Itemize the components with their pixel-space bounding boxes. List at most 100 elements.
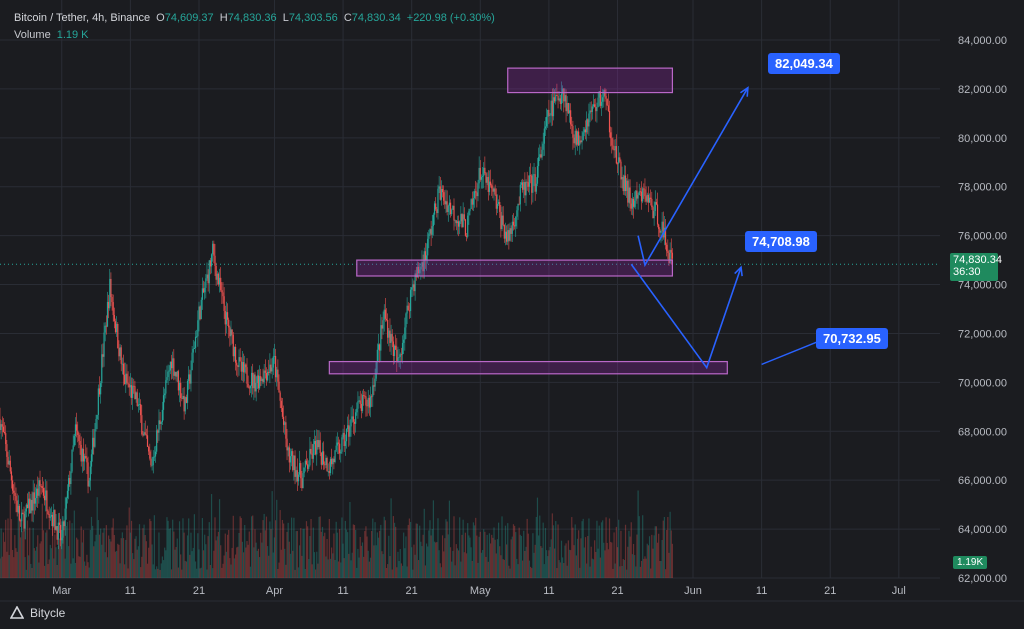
volume-bar — [234, 554, 237, 578]
volume-bar — [166, 517, 168, 578]
candle-body — [303, 467, 305, 474]
volume-bar — [13, 557, 15, 578]
candle-body — [437, 188, 439, 214]
volume-bar — [670, 530, 672, 578]
candle-body — [590, 110, 592, 112]
candle-body — [385, 318, 388, 320]
volume-bar — [453, 516, 455, 578]
volume-bar — [427, 546, 429, 578]
volume-bar — [661, 539, 663, 578]
volume-bar — [487, 561, 489, 578]
candle-body — [13, 490, 15, 493]
volume-bar — [328, 518, 330, 578]
volume-bar — [29, 527, 31, 578]
candle-body — [588, 113, 590, 127]
volume-bar — [226, 534, 229, 578]
candle-body — [108, 301, 110, 309]
candle-body — [183, 395, 185, 412]
volume-bar — [299, 545, 301, 578]
candle-body — [299, 463, 301, 475]
candle-body — [31, 499, 33, 511]
candle-body — [502, 215, 504, 225]
candle-body — [405, 313, 407, 328]
volume-bar — [5, 519, 7, 578]
volume-bar — [552, 525, 555, 578]
candle-body — [584, 129, 587, 133]
candle-body — [79, 441, 81, 445]
volume-bar — [533, 552, 535, 578]
volume-bar — [309, 536, 311, 578]
candle-body — [150, 458, 152, 466]
y-tick-label: 80,000.00 — [958, 133, 1007, 145]
candle-body — [74, 424, 77, 437]
candle-body — [311, 453, 313, 459]
candle-body — [122, 363, 125, 375]
brand[interactable]: Bitycle — [10, 606, 65, 620]
volume-bar — [448, 500, 451, 578]
candle-body — [468, 211, 470, 216]
volume-bar — [624, 524, 627, 578]
candle-body — [72, 445, 74, 450]
volume-bar — [294, 569, 296, 578]
candle-body — [8, 460, 10, 465]
volume-bar — [42, 530, 45, 578]
volume-bar — [230, 564, 232, 578]
candle-body — [252, 372, 254, 389]
volume-bar — [438, 550, 440, 578]
candle-body — [571, 124, 573, 127]
volume-bar — [481, 550, 484, 578]
candle-body — [100, 383, 102, 395]
candle-body — [381, 325, 383, 329]
volume-bar — [344, 520, 346, 578]
candle-body — [480, 176, 483, 180]
candle-body — [616, 163, 619, 165]
candle-body — [331, 458, 333, 465]
volume-bar — [364, 531, 366, 578]
volume-bar — [82, 530, 85, 578]
volume-bar — [295, 531, 297, 578]
volume-bar — [280, 549, 282, 578]
volume-bar — [256, 550, 258, 578]
candle-body — [221, 290, 223, 293]
volume-bar — [197, 533, 199, 578]
volume-bar — [321, 526, 324, 578]
volume-bar — [152, 564, 154, 578]
candle-body — [104, 325, 106, 333]
volume-bar — [326, 538, 328, 578]
volume-bar — [167, 520, 169, 578]
volume-bar — [41, 503, 43, 578]
candle-body — [312, 444, 314, 459]
candle-body — [483, 167, 485, 177]
volume-bar — [525, 546, 527, 578]
candle-body — [2, 426, 5, 432]
volume-bar — [113, 535, 115, 578]
candle-body — [284, 422, 286, 425]
volume-bar — [619, 566, 621, 578]
volume-bar — [439, 563, 441, 578]
candle-body — [547, 109, 549, 117]
candle-body — [132, 385, 134, 398]
volume-bar — [557, 524, 559, 578]
candle-body — [552, 97, 555, 117]
candle-body — [524, 182, 526, 196]
volume-bar — [576, 538, 579, 578]
volume-bar — [515, 532, 517, 578]
candle-body — [539, 154, 541, 158]
candle-body — [389, 330, 391, 343]
candle-body — [558, 98, 560, 101]
volume-bar — [486, 534, 488, 578]
candle-body — [180, 382, 182, 399]
candle-body — [138, 404, 141, 405]
candle-body — [560, 93, 563, 104]
volume-bar — [615, 526, 617, 578]
volume-bar — [355, 529, 357, 578]
volume-bar — [177, 567, 179, 578]
volume-bar — [597, 548, 599, 578]
volume-bar — [14, 535, 16, 578]
candle-body — [287, 447, 289, 451]
candle-body — [525, 181, 527, 196]
candle-body — [528, 175, 531, 187]
volume-bar — [161, 556, 163, 578]
volume-bar — [241, 541, 244, 578]
